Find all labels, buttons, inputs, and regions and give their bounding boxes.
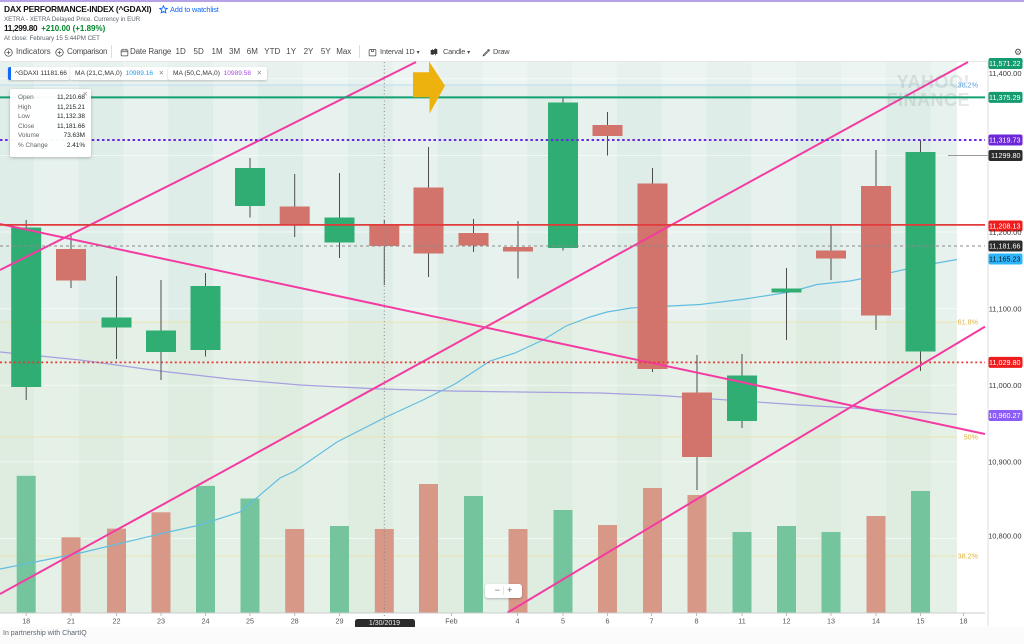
svg-text:12: 12 <box>783 617 791 626</box>
svg-text:50%: 50% <box>964 433 979 442</box>
svg-text:28: 28 <box>291 617 299 626</box>
svg-text:23: 23 <box>157 617 165 626</box>
svg-text:11,319.73: 11,319.73 <box>989 136 1020 145</box>
svg-text:10,900.00: 10,900.00 <box>988 458 1021 467</box>
svg-text:61.8%: 61.8% <box>958 318 979 327</box>
svg-text:11,100.00: 11,100.00 <box>989 305 1022 314</box>
svg-text:24: 24 <box>202 617 210 626</box>
svg-text:22: 22 <box>113 617 121 626</box>
svg-text:11,181.66: 11,181.66 <box>989 242 1020 251</box>
svg-text:10,800.00: 10,800.00 <box>988 532 1021 541</box>
svg-text:Feb: Feb <box>445 617 457 626</box>
svg-text:FINANCE: FINANCE <box>887 90 971 110</box>
svg-text:21: 21 <box>67 617 75 626</box>
svg-text:11,571.22: 11,571.22 <box>989 59 1020 68</box>
svg-text:29: 29 <box>336 617 344 626</box>
svg-text:4: 4 <box>516 617 520 626</box>
svg-text:10,960.27: 10,960.27 <box>989 411 1021 420</box>
svg-text:5: 5 <box>561 617 565 626</box>
svg-text:38.2%: 38.2% <box>958 81 979 90</box>
svg-text:YAHOO!: YAHOO! <box>897 72 970 92</box>
svg-text:18: 18 <box>22 617 30 626</box>
svg-text:7: 7 <box>650 617 654 626</box>
svg-text:11299.80: 11299.80 <box>991 151 1020 160</box>
svg-text:11,200.00: 11,200.00 <box>989 228 1022 237</box>
svg-text:14: 14 <box>872 617 880 626</box>
svg-text:11: 11 <box>738 617 745 626</box>
svg-text:25: 25 <box>246 617 254 626</box>
svg-text:15: 15 <box>917 617 925 626</box>
svg-text:11,208.13: 11,208.13 <box>989 222 1020 231</box>
svg-text:18: 18 <box>960 617 968 626</box>
svg-text:8: 8 <box>695 617 699 626</box>
svg-text:11,029.80: 11,029.80 <box>989 358 1020 367</box>
svg-text:11,000.00: 11,000.00 <box>989 381 1022 390</box>
svg-text:38.2%: 38.2% <box>958 552 979 561</box>
svg-text:6: 6 <box>606 617 610 626</box>
svg-text:11,165.23: 11,165.23 <box>989 255 1020 264</box>
svg-text:11,375.29: 11,375.29 <box>989 93 1020 102</box>
svg-text:11,400.00: 11,400.00 <box>989 69 1022 78</box>
svg-text:13: 13 <box>827 617 835 626</box>
